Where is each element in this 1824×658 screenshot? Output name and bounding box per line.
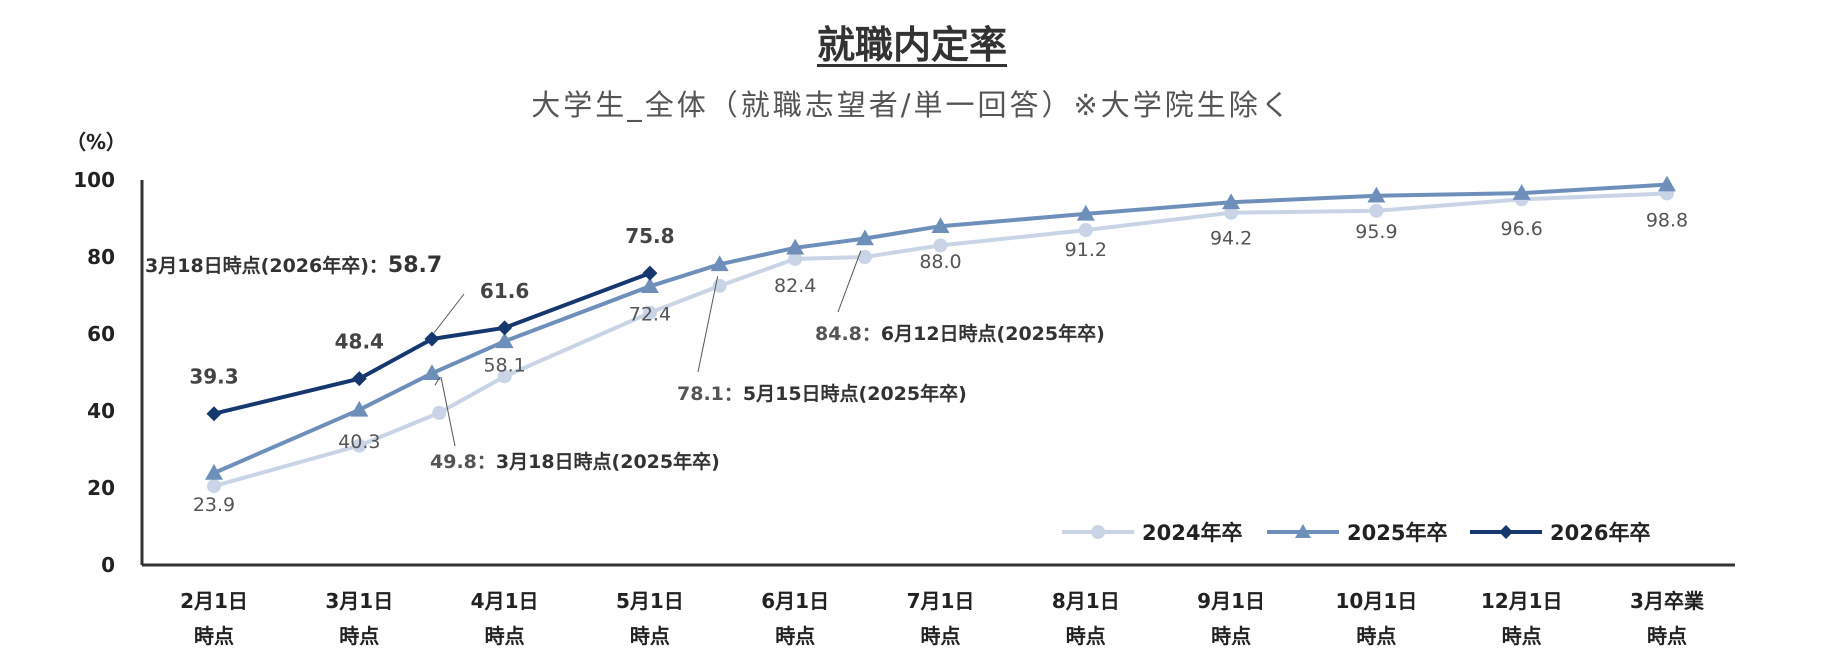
data-point: [786, 238, 805, 255]
y-tick-label: 80: [87, 245, 115, 269]
data-point: [1222, 193, 1241, 210]
series-line-2025年卒: [213, 182, 1668, 475]
data-point: [1076, 204, 1095, 221]
data-label: 58.1: [483, 354, 525, 376]
data-label: 82.4: [774, 275, 816, 297]
annotation-label: 78.1：5月15日時点(2025年卒): [677, 382, 967, 405]
annotation-leader: [697, 276, 719, 373]
annotation-label: 3月18日時点(2026年卒)：58.7: [145, 253, 442, 278]
chart-subtitle: 大学生_全体（就職志望者/単一回答）※大学院生除く: [531, 88, 1293, 122]
x-tick-label: 2月1日: [180, 589, 248, 613]
data-point: [1078, 223, 1093, 238]
series-line-2024年卒: [213, 191, 1668, 489]
data-point: [1367, 186, 1386, 203]
annotation-leader: [837, 250, 862, 313]
data-point: [788, 251, 803, 266]
data-point: [931, 217, 950, 233]
data-point: [495, 332, 514, 349]
x-tick-label: 8月1日: [1052, 589, 1120, 613]
data-point: [206, 406, 222, 422]
y-tick-label: 100: [73, 168, 115, 192]
y-tick-label: 20: [87, 476, 115, 500]
x-tick-label: 時点: [775, 624, 815, 648]
x-tick-label: 3月卒業: [1630, 589, 1705, 613]
annotation-label: 84.8：6月12日時点(2025年卒): [815, 322, 1105, 345]
y-tick-label: 60: [87, 322, 115, 346]
legend-label: 2024年卒: [1142, 521, 1242, 545]
x-tick-label: 5月1日: [616, 589, 684, 613]
data-point: [205, 463, 223, 480]
x-tick-label: 時点: [1356, 624, 1396, 648]
data-point: [857, 250, 872, 264]
y-unit-label: （%）: [66, 130, 126, 154]
legend-marker: [1499, 525, 1513, 539]
data-label: 91.2: [1065, 239, 1107, 261]
data-point: [350, 400, 369, 417]
data-point: [424, 331, 440, 347]
data-label: 98.8: [1646, 210, 1688, 232]
data-point: [640, 277, 659, 294]
x-tick-label: 時点: [485, 624, 525, 648]
x-tick-label: 時点: [1211, 624, 1251, 648]
x-tick-label: 12月1日: [1481, 589, 1563, 613]
x-tick-label: 10月1日: [1336, 589, 1418, 613]
legend-marker: [1295, 524, 1311, 538]
data-point: [432, 405, 447, 420]
data-label: 23.9: [193, 494, 235, 516]
x-tick-label: 9月1日: [1197, 589, 1265, 613]
data-label: 48.4: [335, 330, 384, 354]
chart-title: 就職内定率: [816, 23, 1007, 67]
data-point: [1512, 184, 1531, 200]
x-tick-label: 時点: [630, 624, 670, 648]
data-point: [933, 238, 948, 253]
y-tick-label: 40: [87, 399, 115, 423]
x-tick-label: 3月1日: [325, 589, 393, 613]
data-point: [1224, 205, 1239, 220]
data-label: 61.6: [480, 279, 529, 303]
annotation-leader: [434, 376, 441, 386]
data-point: [497, 320, 513, 336]
x-tick-label: 時点: [921, 624, 961, 648]
data-point: [1658, 175, 1676, 192]
legend-label: 2026年卒: [1550, 521, 1650, 545]
data-point: [855, 229, 874, 246]
annotation-label: 49.8：3月18日時点(2025年卒): [430, 450, 720, 473]
x-tick-label: 時点: [1502, 624, 1542, 648]
data-label: 94.2: [1210, 227, 1252, 249]
data-label: 88.0: [919, 251, 961, 273]
data-point: [422, 364, 441, 381]
y-tick-label: 0: [101, 553, 115, 577]
x-tick-label: 7月1日: [907, 589, 975, 613]
x-tick-label: 時点: [1066, 624, 1106, 648]
data-point: [207, 479, 221, 494]
x-tick-label: 時点: [339, 624, 379, 648]
data-point: [1369, 203, 1384, 218]
x-tick-label: 6月1日: [761, 589, 829, 613]
data-point: [642, 265, 658, 281]
x-tick-label: 時点: [194, 624, 234, 648]
data-label: 72.4: [629, 303, 671, 325]
legend-label: 2025年卒: [1347, 521, 1447, 545]
legend-marker: [1091, 525, 1105, 539]
data-point: [642, 305, 657, 320]
data-label: 96.6: [1501, 218, 1543, 240]
data-point: [710, 255, 729, 272]
data-label: 39.3: [189, 365, 238, 389]
x-tick-label: 時点: [1647, 624, 1687, 648]
data-point: [351, 371, 367, 387]
data-label: 95.9: [1355, 221, 1397, 243]
annotation-leader: [433, 293, 465, 334]
data-label: 75.8: [625, 224, 674, 248]
data-point: [497, 369, 512, 384]
x-tick-label: 4月1日: [471, 589, 539, 613]
data-label: 40.3: [338, 431, 380, 453]
data-point: [352, 438, 367, 453]
annotation-leader: [440, 376, 456, 447]
